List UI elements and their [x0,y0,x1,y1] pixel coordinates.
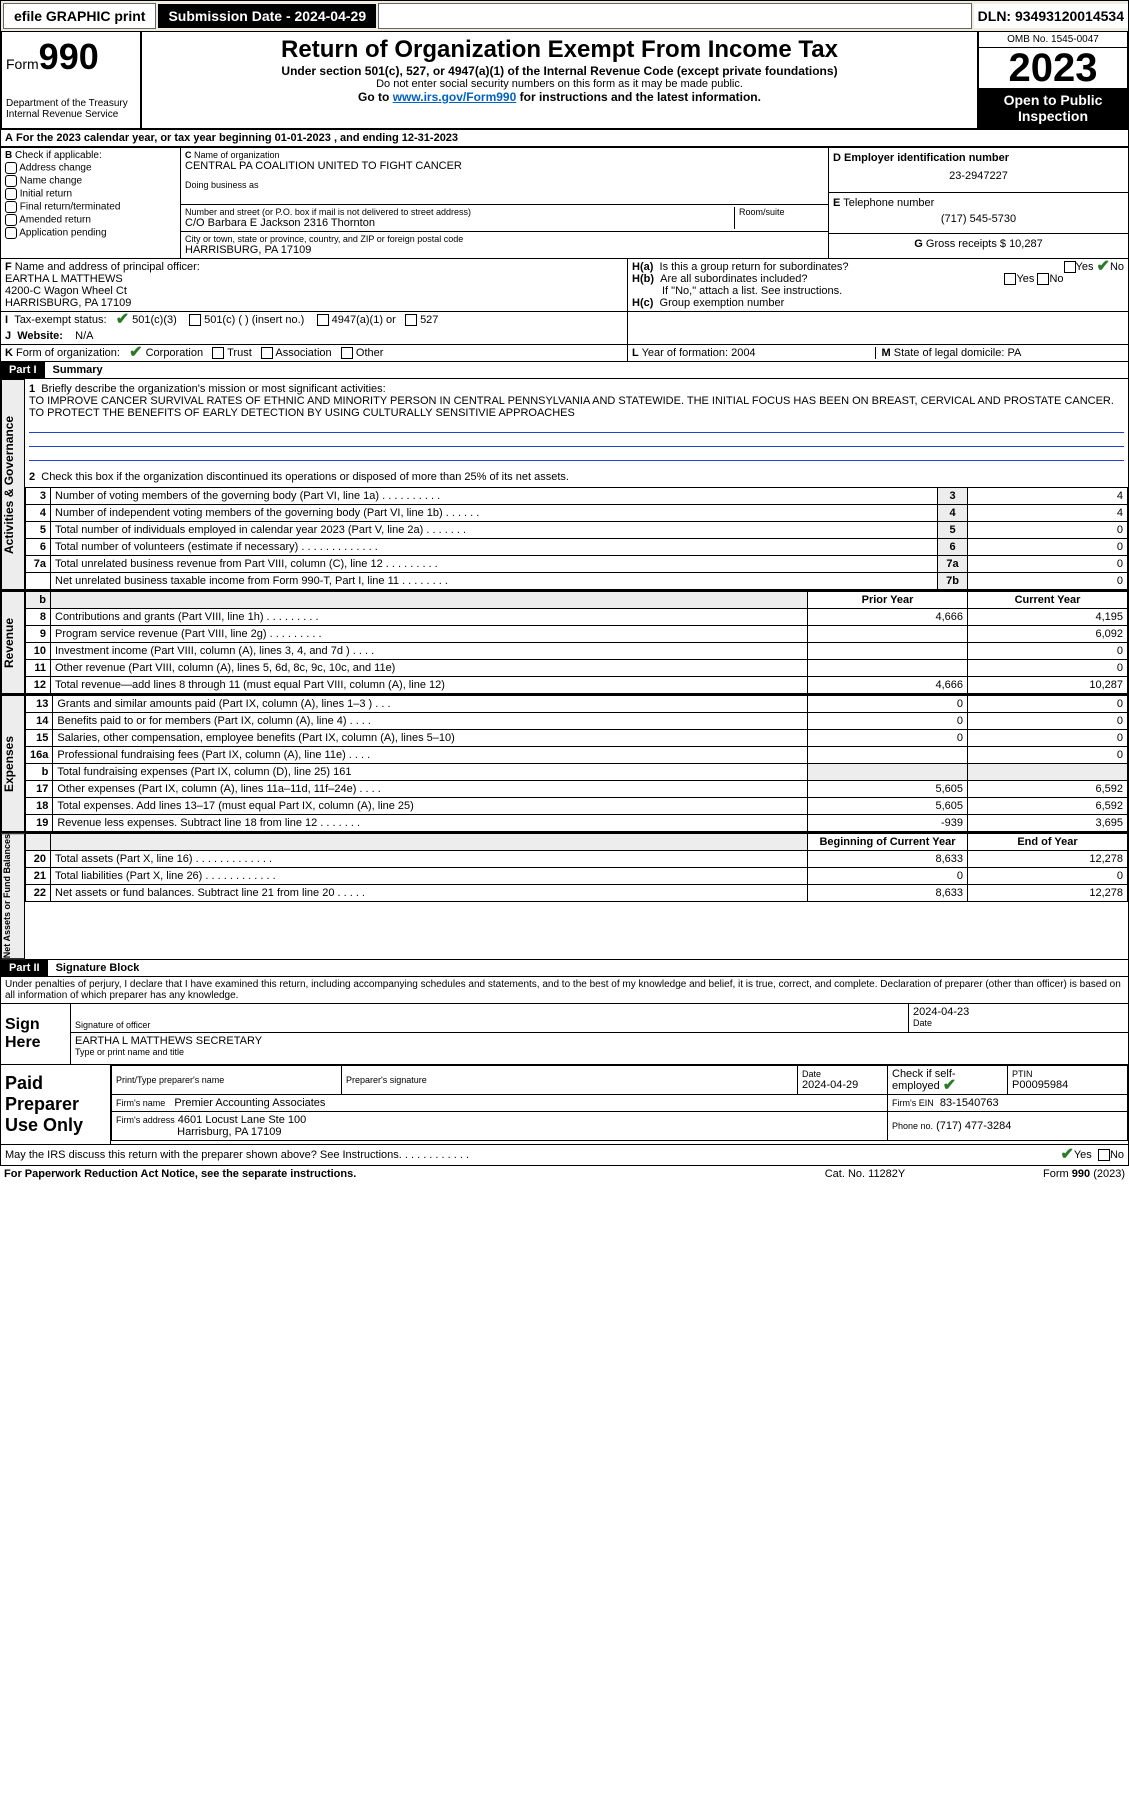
officer-name: EARTHA L MATTHEWS SECRETARY [75,1035,1124,1047]
city-cell: City or town, state or province, country… [181,232,828,258]
trust-chk[interactable] [212,347,224,359]
part2-header: Part IISignature Block [1,960,1128,976]
section-b: B Check if applicable: Address change Na… [1,148,181,258]
vtab-expenses: Expenses [1,695,25,832]
address-cell: Number and street (or P.O. box if mail i… [181,205,828,232]
principal-officer: F Name and address of principal officer:… [1,259,628,311]
discuss-yes-check: ✔ [1060,1149,1073,1161]
prep-date: 2024-04-29 [802,1079,883,1091]
dln: DLN: 93493120014534 [974,4,1128,28]
street-address: C/O Barbara E Jackson 2316 Thornton [185,217,734,229]
chk-amended[interactable]: Amended return [5,214,176,226]
gross-receipts: 10,287 [1009,238,1043,250]
sig-date: 2024-04-23 [913,1006,1124,1018]
discuss-no[interactable] [1098,1149,1110,1161]
ein: 23-2947227 [833,164,1124,188]
efile-topbar: efile GRAPHIC print Submission Date - 20… [0,0,1129,32]
submission-date: Submission Date - 2024-04-29 [158,4,376,28]
other-chk[interactable] [341,347,353,359]
tax-year-line: A For the 2023 calendar year, or tax yea… [0,130,1129,147]
form-sub2: Do not enter social security numbers on … [146,78,973,90]
tax-exempt-status: I Tax-exempt status: ✔ 501(c)(3) 501(c) … [1,312,628,344]
org-name: CENTRAL PA COALITION UNITED TO FIGHT CAN… [185,160,824,172]
chk-initial-return[interactable]: Initial return [5,188,176,200]
hb-no[interactable] [1037,273,1049,285]
hb-yes[interactable] [1004,273,1016,285]
sign-here-label: Sign Here [1,1004,71,1064]
form-footer: Form 990 (2023) [965,1168,1125,1180]
firm-phone: (717) 477-3284 [936,1120,1011,1132]
form-header: Form990 Department of the Treasury Inter… [0,32,1129,130]
expenses-table: 13Grants and similar amounts paid (Part … [25,695,1128,832]
group-return: H(a) Is this a group return for subordin… [628,259,1128,311]
topbar-spacer [378,3,972,29]
firm-ein: 83-1540763 [940,1097,999,1109]
phone-cell: E Telephone number (717) 545-5730 [829,193,1128,234]
telephone: (717) 545-5730 [833,209,1124,229]
corp-check: ✔ [129,347,142,359]
form-sub1: Under section 501(c), 527, or 4947(a)(1)… [146,64,973,78]
vtab-governance: Activities & Governance [1,379,25,590]
sig-officer-label: Signature of officer [75,1020,904,1030]
vtab-netassets: Net Assets or Fund Balances [1,833,25,959]
form-sub3: Go to www.irs.gov/Form990 for instructio… [146,90,973,104]
part1-header: Part ISummary [1,362,1128,378]
efile-btn[interactable]: efile GRAPHIC print [3,3,156,29]
firm-addr: 4601 Locust Lane Ste 100 [178,1114,306,1126]
cat-no: Cat. No. 11282Y [765,1168,965,1180]
ein-cell: D Employer identification number 23-2947… [829,148,1128,193]
firm-name: Premier Accounting Associates [174,1097,325,1109]
form-number: Form990 [6,36,136,78]
vtab-revenue: Revenue [1,591,25,694]
irs: Internal Revenue Service [6,109,136,120]
discuss-preparer: May the IRS discuss this return with the… [5,1149,1060,1161]
mission-block: 1 Briefly describe the organization's mi… [25,379,1128,467]
pra-notice: For Paperwork Reduction Act Notice, see … [4,1168,765,1180]
form-title: Return of Organization Exempt From Incom… [146,36,973,64]
527-chk[interactable] [405,314,417,326]
website: N/A [75,330,93,342]
ptin: P00095984 [1012,1079,1123,1091]
chk-final-return[interactable]: Final return/terminated [5,201,176,213]
year-formation: 2004 [731,347,755,359]
tax-year: 2023 [979,48,1127,88]
assoc-chk[interactable] [261,347,273,359]
paid-preparer-label: Paid Preparer Use Only [1,1065,111,1144]
4947-chk[interactable] [317,314,329,326]
netassets-table: Beginning of Current YearEnd of Year 20T… [25,833,1128,902]
chk-name-change[interactable]: Name change [5,175,176,187]
mission-text: TO IMPROVE CANCER SURVIVAL RATES OF ETHN… [29,395,1114,419]
dept-treasury: Department of the Treasury [6,98,136,109]
chk-address-change[interactable]: Address change [5,162,176,174]
governance-table: 3Number of voting members of the governi… [25,487,1128,590]
ha-yes[interactable] [1064,261,1076,273]
open-to-public: Open to PublicInspection [979,88,1127,128]
ha-no-check: ✔ [1097,261,1110,273]
revenue-table: bPrior YearCurrent Year 8Contributions a… [25,591,1128,694]
q2: 2 Check this box if the organization dis… [25,467,1128,487]
chk-app-pending[interactable]: Application pending [5,227,176,239]
form-of-org: K Form of organization: ✔ Corporation Tr… [1,345,628,361]
perjury-statement: Under penalties of perjury, I declare th… [0,977,1129,1004]
501c3-check: ✔ [116,314,129,326]
self-employed-check: ✔ [943,1080,956,1092]
instructions-link[interactable]: www.irs.gov/Form990 [393,90,517,104]
state-domicile: PA [1007,347,1021,359]
org-name-cell: C Name of organization CENTRAL PA COALIT… [181,148,828,205]
501c-chk[interactable] [189,314,201,326]
gross-receipts-cell: G Gross receipts $ 10,287 [829,234,1128,254]
city-state-zip: HARRISBURG, PA 17109 [185,244,824,256]
